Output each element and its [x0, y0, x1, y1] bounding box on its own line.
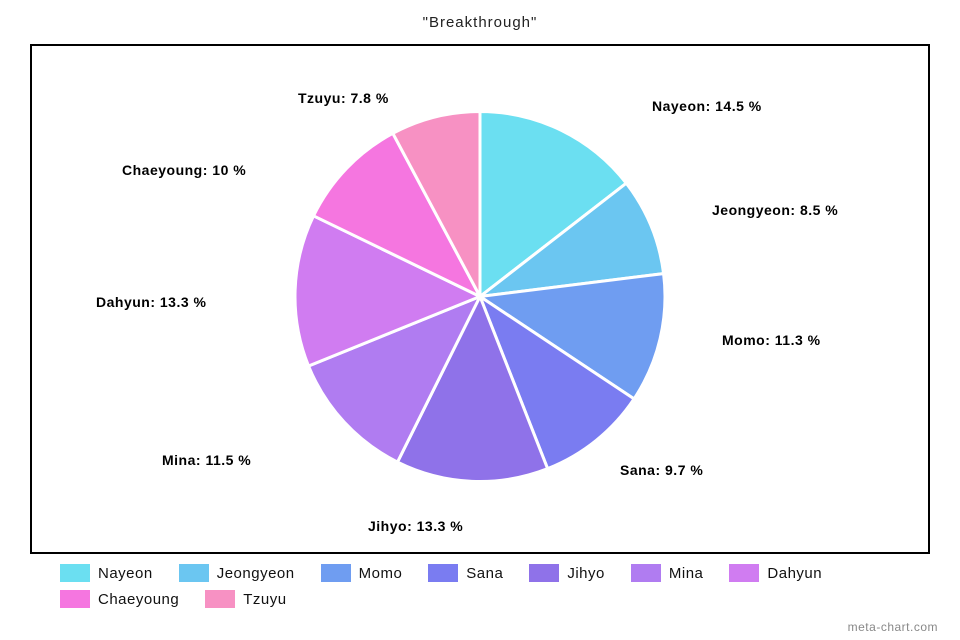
legend-label: Dahyun — [767, 565, 822, 582]
slice-label-mina: Mina: 11.5 % — [162, 452, 251, 468]
legend-label: Sana — [466, 565, 503, 582]
legend-item-dahyun: Dahyun — [729, 564, 822, 582]
legend-item-chaeyoung: Chaeyoung — [60, 590, 179, 608]
legend-item-jihyo: Jihyo — [529, 564, 605, 582]
chart-panel: Nayeon: 14.5 % Jeongyeon: 8.5 % Momo: 11.3… — [30, 44, 930, 554]
pie-chart — [292, 109, 668, 490]
legend-label: Chaeyoung — [98, 591, 179, 608]
legend-swatch — [529, 564, 559, 582]
legend-swatch — [729, 564, 759, 582]
legend-item-nayeon: Nayeon — [60, 564, 153, 582]
slice-label-jeongyeon: Jeongyeon: 8.5 % — [712, 202, 838, 218]
legend-item-tzuyu: Tzuyu — [205, 590, 286, 608]
pie-svg — [292, 109, 668, 485]
legend-label: Jeongyeon — [217, 565, 295, 582]
slice-label-nayeon: Nayeon: 14.5 % — [652, 98, 762, 114]
legend-swatch — [179, 564, 209, 582]
legend: Nayeon Jeongyeon Momo Sana Jihyo Mina Dahyun Ch… — [60, 564, 900, 608]
legend-swatch — [321, 564, 351, 582]
slice-label-jihyo: Jihyo: 13.3 % — [368, 518, 463, 534]
legend-swatch — [428, 564, 458, 582]
slice-label-dahyun: Dahyun: 13.3 % — [96, 294, 206, 310]
slice-label-sana: Sana: 9.7 % — [620, 462, 703, 478]
legend-swatch — [60, 564, 90, 582]
legend-item-jeongyeon: Jeongyeon — [179, 564, 295, 582]
slice-label-chaeyoung: Chaeyoung: 10 % — [122, 162, 246, 178]
chart-title: "Breakthrough" — [0, 14, 960, 31]
legend-swatch — [631, 564, 661, 582]
legend-label: Jihyo — [567, 565, 605, 582]
slice-label-momo: Momo: 11.3 % — [722, 332, 821, 348]
slice-label-tzuyu: Tzuyu: 7.8 % — [298, 90, 389, 106]
legend-item-sana: Sana — [428, 564, 503, 582]
legend-item-momo: Momo — [321, 564, 403, 582]
source-credit: meta-chart.com — [848, 620, 938, 634]
legend-item-mina: Mina — [631, 564, 704, 582]
legend-swatch — [60, 590, 90, 608]
legend-label: Tzuyu — [243, 591, 286, 608]
legend-label: Nayeon — [98, 565, 153, 582]
legend-label: Mina — [669, 565, 704, 582]
legend-swatch — [205, 590, 235, 608]
legend-label: Momo — [359, 565, 403, 582]
